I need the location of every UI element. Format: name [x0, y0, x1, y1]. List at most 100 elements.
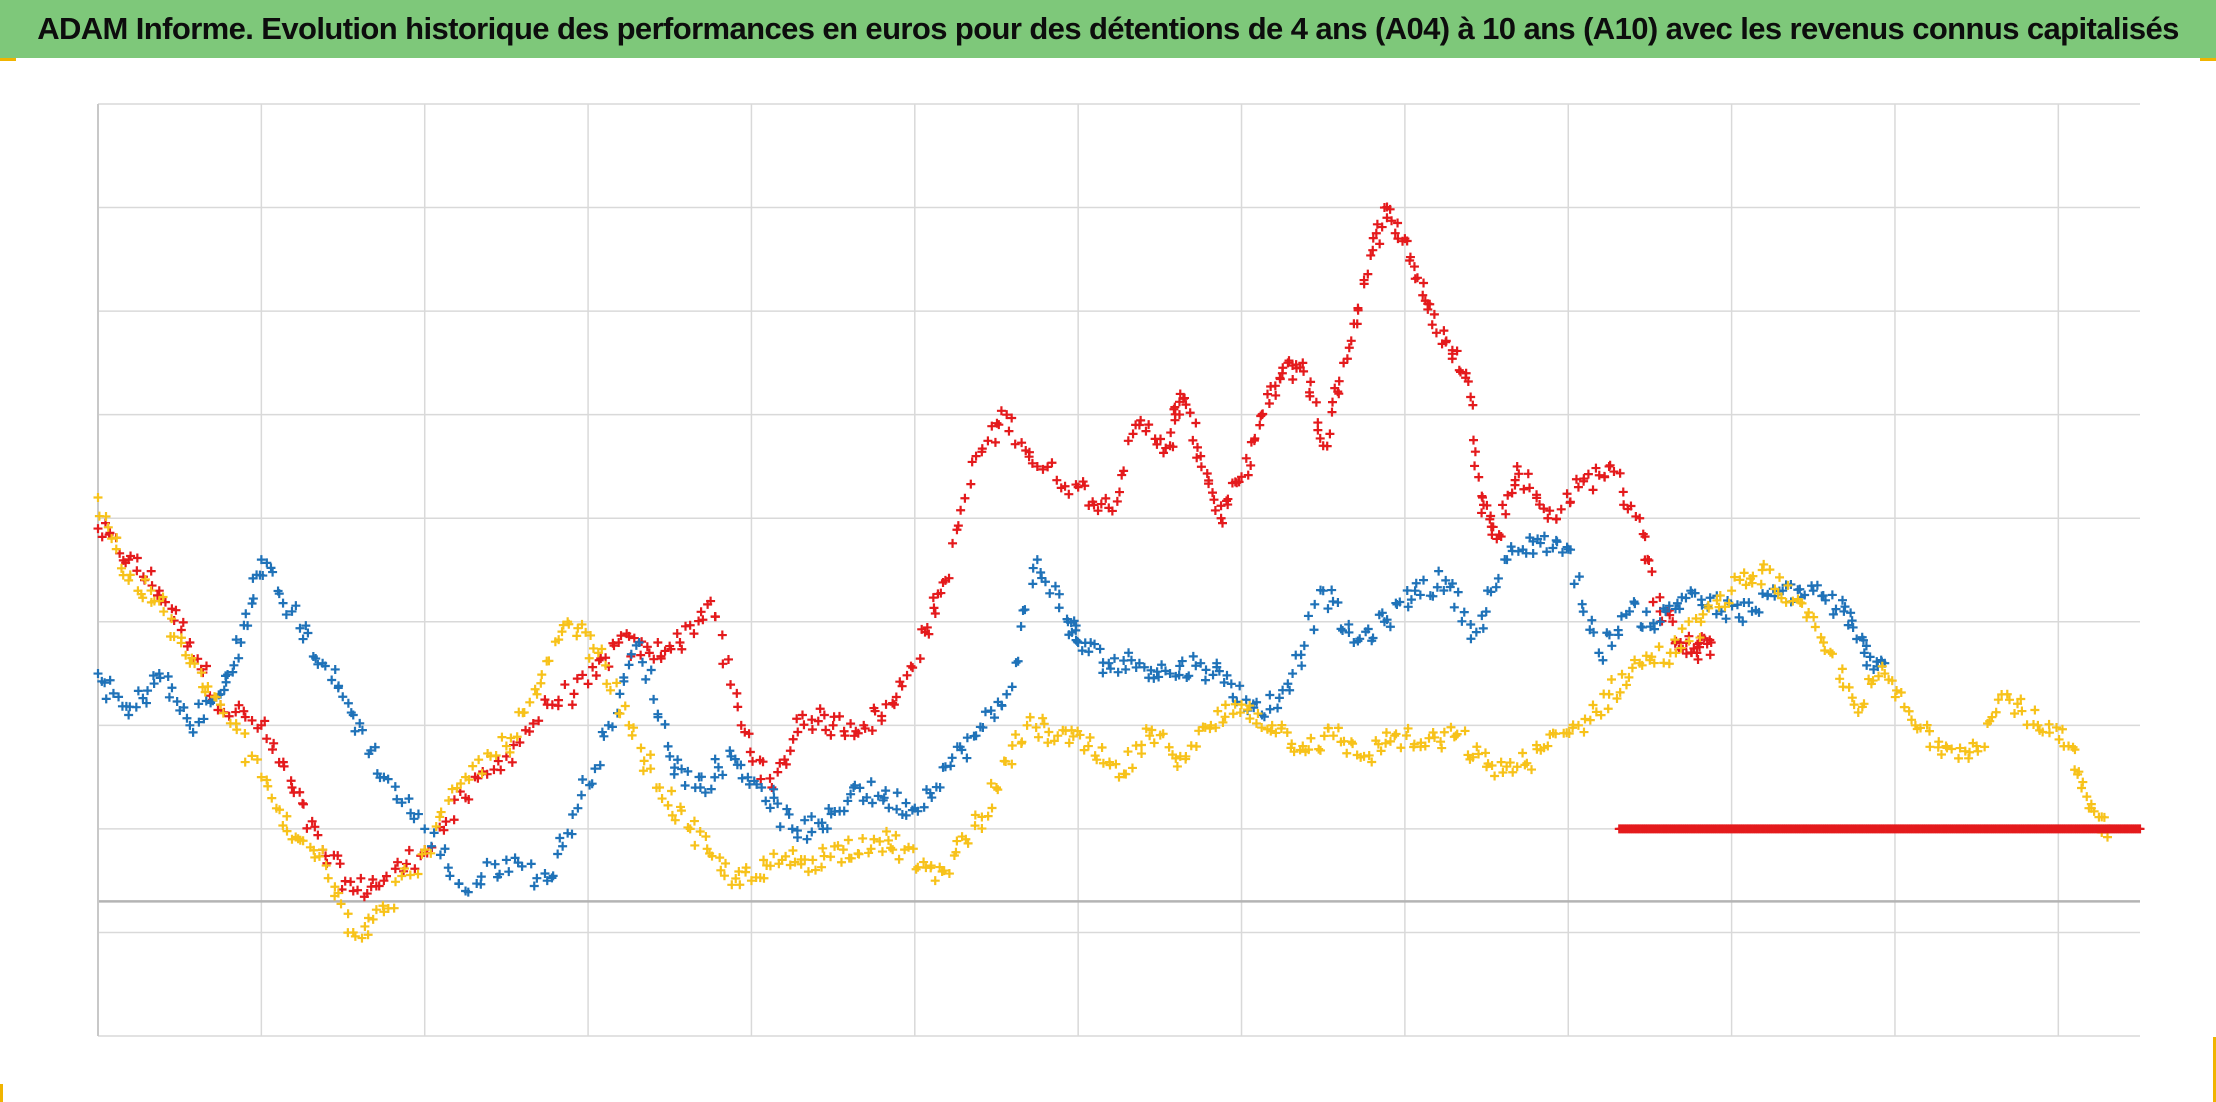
series-3-point	[1348, 739, 1358, 749]
series-3-point	[413, 869, 423, 879]
series-3-point	[1496, 757, 1506, 767]
series-3-point	[1436, 737, 1446, 747]
series-2-point	[1318, 586, 1328, 596]
series-1-point	[733, 702, 743, 712]
series-1-point	[1047, 458, 1057, 468]
series-2-point	[947, 753, 957, 763]
series-3-point	[1955, 743, 1965, 753]
series-2-point	[1506, 542, 1516, 552]
series-2-point	[1124, 648, 1134, 658]
series-3-point	[765, 861, 775, 871]
series-3-point	[336, 899, 346, 909]
series-1-point	[1288, 374, 1298, 384]
series-3-point	[1364, 750, 1374, 760]
series-3-point	[1877, 661, 1887, 671]
series-1-point	[1375, 239, 1385, 249]
series-3-point	[1085, 732, 1095, 742]
series-3-point	[843, 835, 853, 845]
series-2-point	[1852, 634, 1862, 644]
series-2-point	[1574, 572, 1584, 582]
series-3-point	[1818, 637, 1828, 647]
series-3-point	[951, 847, 961, 857]
series-3-point	[746, 876, 756, 886]
series-1-point	[710, 611, 720, 621]
series-2-point	[1050, 581, 1060, 591]
series-3-point	[1437, 743, 1447, 753]
series-2-point	[590, 764, 600, 774]
series-1-point	[1270, 381, 1280, 391]
series-1-point	[775, 758, 785, 768]
series-3-point	[501, 741, 511, 751]
series-3-point	[1211, 723, 1221, 733]
series-3-point	[216, 700, 226, 710]
series-1-point	[1583, 469, 1593, 479]
series-3-point	[836, 857, 846, 867]
series-1-point	[793, 727, 803, 737]
series-1-point	[897, 681, 907, 691]
series-3-point	[1147, 725, 1157, 735]
series-3-point	[1266, 726, 1276, 736]
series-1-point	[888, 698, 898, 708]
series-2-point	[234, 653, 244, 663]
series-1-point	[1027, 458, 1037, 468]
series-1-point	[231, 707, 241, 717]
series-3-point	[159, 607, 169, 617]
series-2-point	[587, 779, 597, 789]
series-1-point	[990, 437, 1000, 447]
series-3-point	[181, 650, 191, 660]
series-2-point	[946, 761, 956, 771]
series-3-point	[638, 766, 648, 776]
series-3-point	[1137, 749, 1147, 759]
series-2-point	[1502, 555, 1512, 565]
series-3-point	[1145, 731, 1155, 741]
series-3-point	[350, 931, 360, 941]
series-1-point	[507, 757, 517, 767]
series-3-point	[1376, 746, 1386, 756]
series-2-point	[108, 688, 118, 698]
series-3-point	[1385, 736, 1395, 746]
series-1-point	[560, 680, 570, 690]
series-2-point	[1681, 593, 1691, 603]
series-1-point	[554, 695, 564, 705]
series-3-point	[278, 821, 288, 831]
series-2-point	[463, 887, 473, 897]
series-3-point	[2070, 745, 2080, 755]
series-2-point	[248, 594, 258, 604]
series-2-point	[1214, 666, 1224, 676]
series-2-point	[390, 782, 400, 792]
series-2-point	[822, 824, 832, 834]
series-1-point	[1255, 420, 1265, 430]
series-2-point	[355, 718, 365, 728]
series-2-point	[1441, 575, 1451, 585]
series-3-point	[318, 845, 328, 855]
series-2-point	[1054, 603, 1064, 613]
series-3-point	[505, 747, 515, 757]
series-1-point	[234, 700, 244, 710]
series-2-point	[576, 790, 586, 800]
series-2-point	[435, 850, 445, 860]
series-2-point	[287, 606, 297, 616]
series-2-point	[330, 664, 340, 674]
series-3-point	[2077, 783, 2087, 793]
series-3-point	[1624, 672, 1634, 682]
series-1-point	[1498, 500, 1508, 510]
series-3-point	[970, 821, 980, 831]
series-2-point	[1690, 588, 1700, 598]
series-2-point	[1650, 624, 1660, 634]
series-1-point	[936, 588, 946, 598]
series-3-point	[1621, 680, 1631, 690]
series-3-point	[1647, 652, 1657, 662]
series-1-point	[891, 692, 901, 702]
series-3-point	[854, 849, 864, 859]
series-3-point	[512, 732, 522, 742]
series-1-point	[534, 716, 544, 726]
series-1-point	[1313, 425, 1323, 435]
series-3-point	[1612, 694, 1622, 704]
series-3-point	[474, 755, 484, 765]
series-2-point	[901, 798, 911, 808]
series-3-point	[1527, 765, 1537, 775]
series-1-point	[1419, 278, 1429, 288]
series-2-point	[548, 871, 558, 881]
series-2-point	[501, 855, 511, 865]
series-2-point	[1344, 619, 1354, 629]
